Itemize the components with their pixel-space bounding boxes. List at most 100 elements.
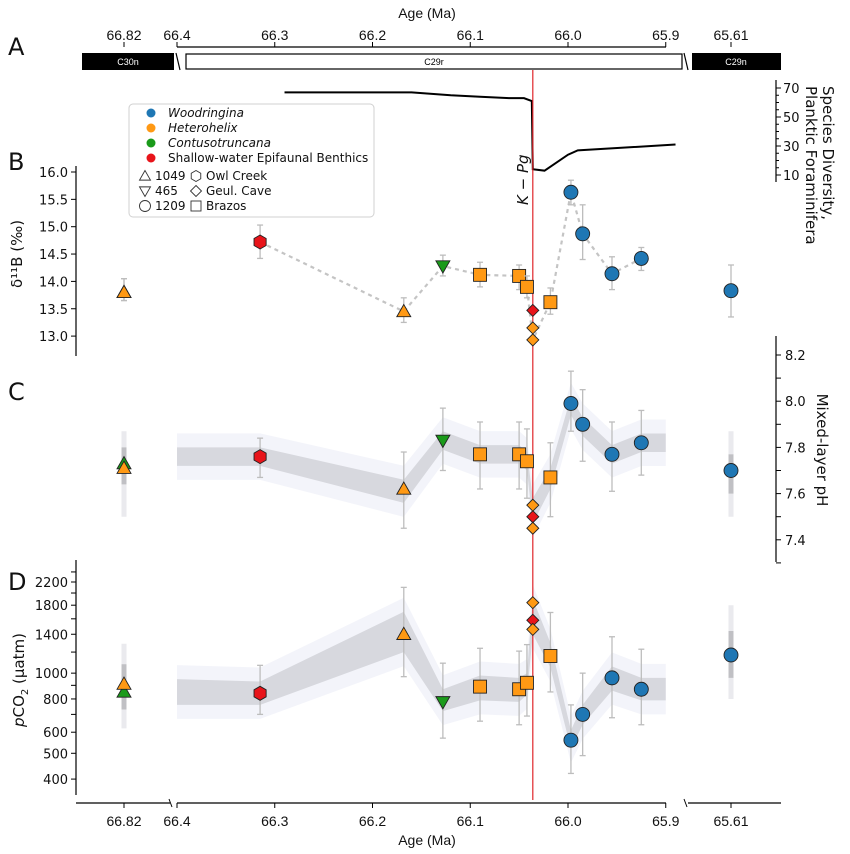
pco2-envelope (177, 598, 666, 749)
legend-site-marker (190, 200, 202, 212)
d11b-point (543, 295, 558, 310)
panel-b-tick-label: 14.0 (39, 275, 68, 290)
diversity-tick-label: 70 (783, 82, 800, 97)
legend-site-label: Owl Creek (206, 169, 267, 183)
age-tick-label: 65.61 (713, 813, 748, 829)
age-tick-label: 65.61 (713, 27, 748, 43)
legend-site-marker (138, 169, 152, 181)
panel-b-tick-label: 13.0 (39, 330, 68, 345)
legend-frame (128, 103, 375, 218)
diversity-ylabel-line1: Species Diversity, (819, 86, 837, 220)
ph-point (519, 454, 534, 469)
legend-taxon-label: Woodringina (168, 106, 244, 120)
ph-point (253, 449, 267, 465)
ph-point (435, 434, 451, 449)
chron-c29n (692, 53, 781, 70)
d11b-point (253, 234, 267, 250)
top-age-axis-label: Age (Ma) (398, 5, 456, 21)
legend-site-label: Brazos (206, 199, 246, 213)
pco2-point (723, 647, 739, 663)
panel-d-tick-label: 400 (43, 773, 68, 788)
chron-break-left-icon (175, 52, 181, 71)
panel-c-ylabel: Mixed-layer pH (813, 394, 831, 507)
chron-break-right-icon (683, 52, 689, 71)
chron-c30n-label: C30n (117, 57, 139, 67)
ph-point (604, 446, 620, 462)
pco2-point (473, 679, 487, 694)
top-age-axis: Age (Ma) 66.82 66.4 66.3 66.2 66.1 66.0 65.9 65… (106, 5, 749, 48)
panel-b-letter: B (8, 148, 24, 176)
d11b-point (435, 260, 451, 274)
panel-b-tick-label: 13.5 (39, 303, 68, 318)
age-tick-label: 66.3 (261, 27, 288, 43)
age-tick-label: 65.9 (652, 27, 679, 43)
envelopes (121, 382, 734, 763)
age-tick-label: 66.0 (554, 813, 581, 829)
diversity-ylabel-line2: Planktic Foraminifera (802, 86, 820, 245)
pco2-point (116, 684, 132, 698)
ph-envelope (177, 396, 666, 524)
panel-d-tick-label: 600 (43, 726, 68, 741)
age-tick-label: 65.9 (652, 813, 679, 829)
ph-point (563, 396, 579, 411)
age-tick-label: 66.3 (261, 813, 288, 829)
d11b-point (519, 279, 534, 294)
legend-taxon-dot (146, 108, 156, 118)
diversity-tick-label: 30 (783, 140, 800, 155)
d11b-point (633, 250, 649, 266)
panel-d-tick-label: 800 (43, 693, 68, 708)
panel-a-letter: A (8, 33, 25, 61)
panel-d-letter: D (8, 568, 26, 596)
panel-b-ylabel: δ¹¹B (‰) (8, 220, 26, 288)
diversity-line (284, 91, 676, 172)
legend-site-label: Geul. Cave (206, 184, 271, 198)
pco2-point (116, 676, 132, 690)
chron-c29n-label: C29n (725, 57, 747, 67)
diversity-panel: 70 50 30 10 Species Diversity, Planktic For… (284, 80, 837, 245)
age-tick-label: 66.4 (163, 813, 190, 829)
pco2-point (604, 670, 620, 686)
legend-site-marker (139, 200, 151, 212)
kpg-boundary-label: K − Pg (514, 154, 532, 205)
axis-break-left-icon (168, 798, 173, 808)
panel-d-yaxis: 2200 1800 1400 1000 800 600 500 400 (35, 560, 77, 795)
pco2-point (526, 596, 540, 610)
ph-point (473, 447, 487, 462)
legend-taxon-label: Contusotruncana (168, 136, 271, 150)
legend-site-label: 1049 (155, 169, 186, 183)
legend-taxon-dot (146, 153, 156, 163)
legend-taxon-label: Heterohelix (168, 121, 238, 135)
legend-taxon-dot (146, 123, 156, 133)
chron-c29r-label: C29r (424, 57, 444, 67)
age-tick-label: 66.82 (106, 27, 141, 43)
legend-site-marker (189, 184, 203, 198)
pco2-point (526, 622, 540, 637)
age-tick-label: 66.2 (359, 813, 386, 829)
age-tick-label: 66.1 (457, 813, 484, 829)
d11b-point (575, 226, 591, 242)
panel-c-tick-label: 7.6 (785, 488, 806, 503)
pco2-point (575, 706, 591, 722)
ph-point (543, 470, 558, 485)
panel-c-letter: C (8, 378, 25, 406)
panel-d-tick-label: 2200 (35, 576, 68, 591)
panel-d-tick-label: 1400 (35, 628, 68, 643)
d11b-point (526, 303, 540, 318)
legend: WoodringinaHeterohelixContusotruncanaSha… (128, 103, 375, 218)
legend-taxon-dot (146, 138, 156, 148)
ph-point (526, 498, 540, 512)
d11b-point (473, 267, 487, 282)
ph-point (633, 435, 649, 451)
chron-c30n (82, 53, 174, 70)
panel-c-tick-label: 7.4 (785, 534, 806, 549)
pco2-point (253, 685, 267, 701)
ph-point (116, 460, 132, 474)
ph-point (396, 481, 412, 495)
chron-bar: C30n C29r C29n (82, 52, 781, 71)
panel-c-tick-label: 7.8 (785, 441, 806, 456)
ph-point (723, 463, 739, 478)
chron-c29r (185, 53, 683, 70)
age-tick-label: 66.4 (163, 27, 190, 43)
d11b-point (604, 266, 620, 282)
